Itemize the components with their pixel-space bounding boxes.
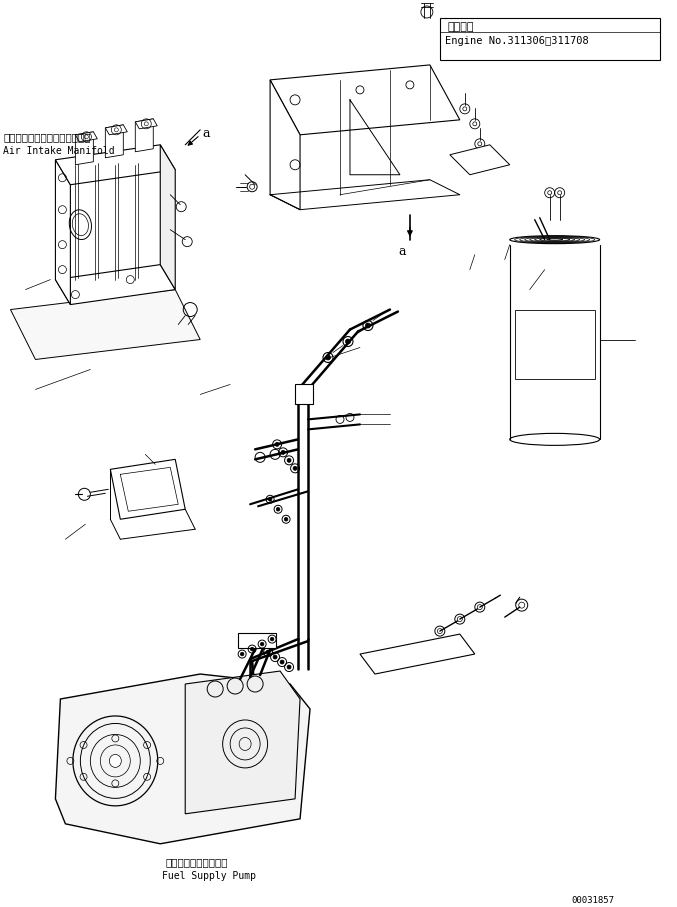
Text: エアーインテークマニホールド: エアーインテークマニホールド [3,132,91,141]
Text: a: a [202,127,210,140]
Circle shape [85,135,89,139]
Text: 00031857: 00031857 [571,896,615,904]
Circle shape [268,497,272,501]
Circle shape [266,650,270,654]
Circle shape [478,141,482,146]
Text: Engine No.311306～311708: Engine No.311306～311708 [445,36,588,46]
Circle shape [293,466,297,471]
Bar [295,385,313,405]
Circle shape [114,128,118,132]
Circle shape [276,508,280,511]
Circle shape [345,339,351,344]
Circle shape [275,443,279,446]
Bar [238,633,276,649]
Circle shape [261,642,264,646]
Polygon shape [75,132,97,141]
Polygon shape [450,145,510,175]
Text: a: a [398,245,406,258]
Circle shape [477,605,482,610]
Bar [440,18,659,60]
Polygon shape [185,671,300,814]
Polygon shape [106,125,127,135]
Polygon shape [270,80,300,210]
Polygon shape [135,119,157,129]
Text: Air Intake Manifold: Air Intake Manifold [3,146,115,156]
Circle shape [463,107,467,111]
Circle shape [280,660,284,664]
Circle shape [281,451,285,454]
Circle shape [326,355,330,360]
Circle shape [240,652,244,656]
Polygon shape [56,674,310,844]
Circle shape [284,518,288,521]
Bar [515,309,594,379]
Polygon shape [106,125,123,158]
Circle shape [250,648,254,651]
Polygon shape [56,145,175,185]
Polygon shape [360,634,475,674]
Text: フェルサブライポンプ: フェルサブライポンプ [165,857,227,867]
Polygon shape [56,160,70,305]
Circle shape [273,655,277,659]
Circle shape [458,617,462,621]
Polygon shape [75,132,93,165]
Circle shape [270,638,274,641]
Polygon shape [270,65,460,135]
Polygon shape [160,145,175,289]
Text: Fuel Supply Pump: Fuel Supply Pump [162,871,257,881]
Polygon shape [56,265,175,305]
Polygon shape [135,119,153,151]
Circle shape [287,458,291,463]
Circle shape [437,629,442,634]
Circle shape [287,665,291,669]
Circle shape [366,323,370,328]
Circle shape [473,122,477,126]
Polygon shape [110,459,185,519]
Polygon shape [10,289,200,359]
Circle shape [144,122,148,126]
Text: 適用号機: 適用号機 [448,22,475,32]
Ellipse shape [109,755,121,767]
